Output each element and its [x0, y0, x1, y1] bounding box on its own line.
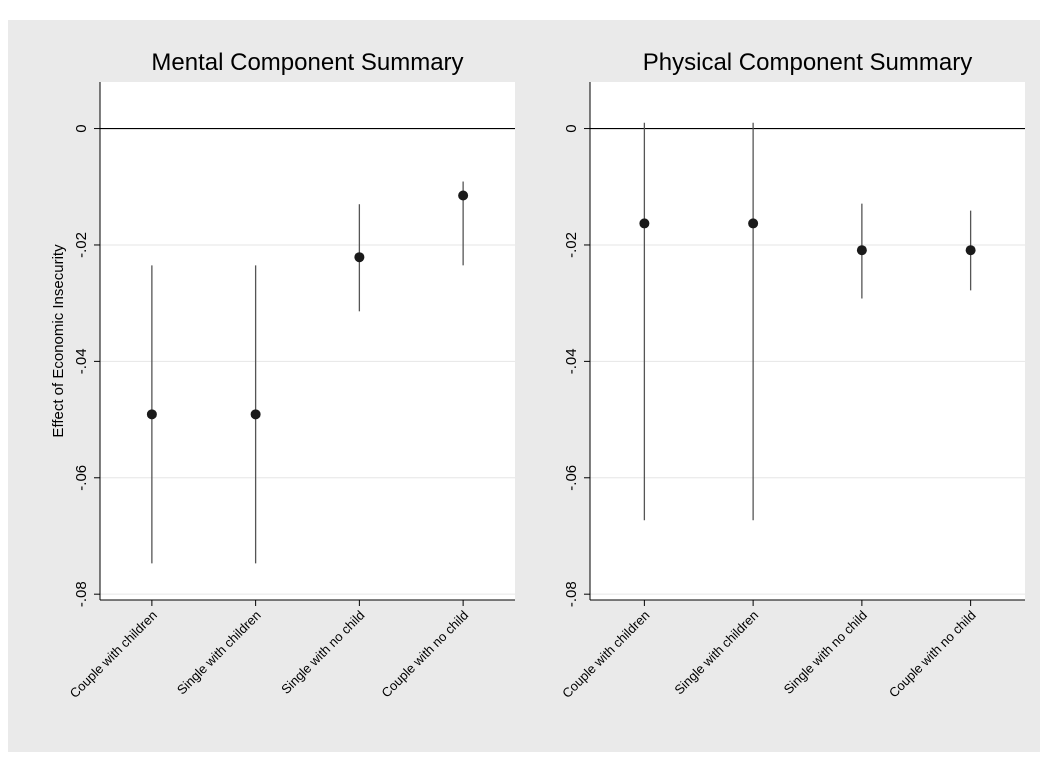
- y-tick-label: 0: [563, 124, 580, 132]
- point-estimate: [965, 245, 976, 256]
- y-tick-label: -.08: [73, 581, 90, 607]
- y-tick-label: 0: [73, 124, 90, 132]
- point-estimate: [250, 409, 261, 420]
- plot-area: [590, 82, 1025, 600]
- y-tick-label: -.04: [563, 348, 580, 374]
- y-tick-label: -.06: [563, 465, 580, 491]
- y-tick-label: -.02: [73, 232, 90, 258]
- point-estimate: [639, 218, 650, 229]
- point-estimate: [146, 409, 157, 420]
- y-axis-title: Effect of Economic Insecurity: [50, 244, 67, 438]
- panel-title: Physical Component Summary: [643, 49, 972, 76]
- y-tick-label: -.04: [73, 348, 90, 374]
- panel-title: Mental Component Summary: [151, 49, 463, 76]
- point-estimate: [458, 190, 469, 201]
- y-tick-label: -.06: [73, 465, 90, 491]
- y-tick-label: -.02: [563, 232, 580, 258]
- point-estimate: [748, 218, 759, 229]
- point-estimate: [856, 245, 867, 256]
- point-estimate: [354, 252, 365, 263]
- y-tick-label: -.08: [563, 581, 580, 607]
- plot-area: [100, 82, 515, 600]
